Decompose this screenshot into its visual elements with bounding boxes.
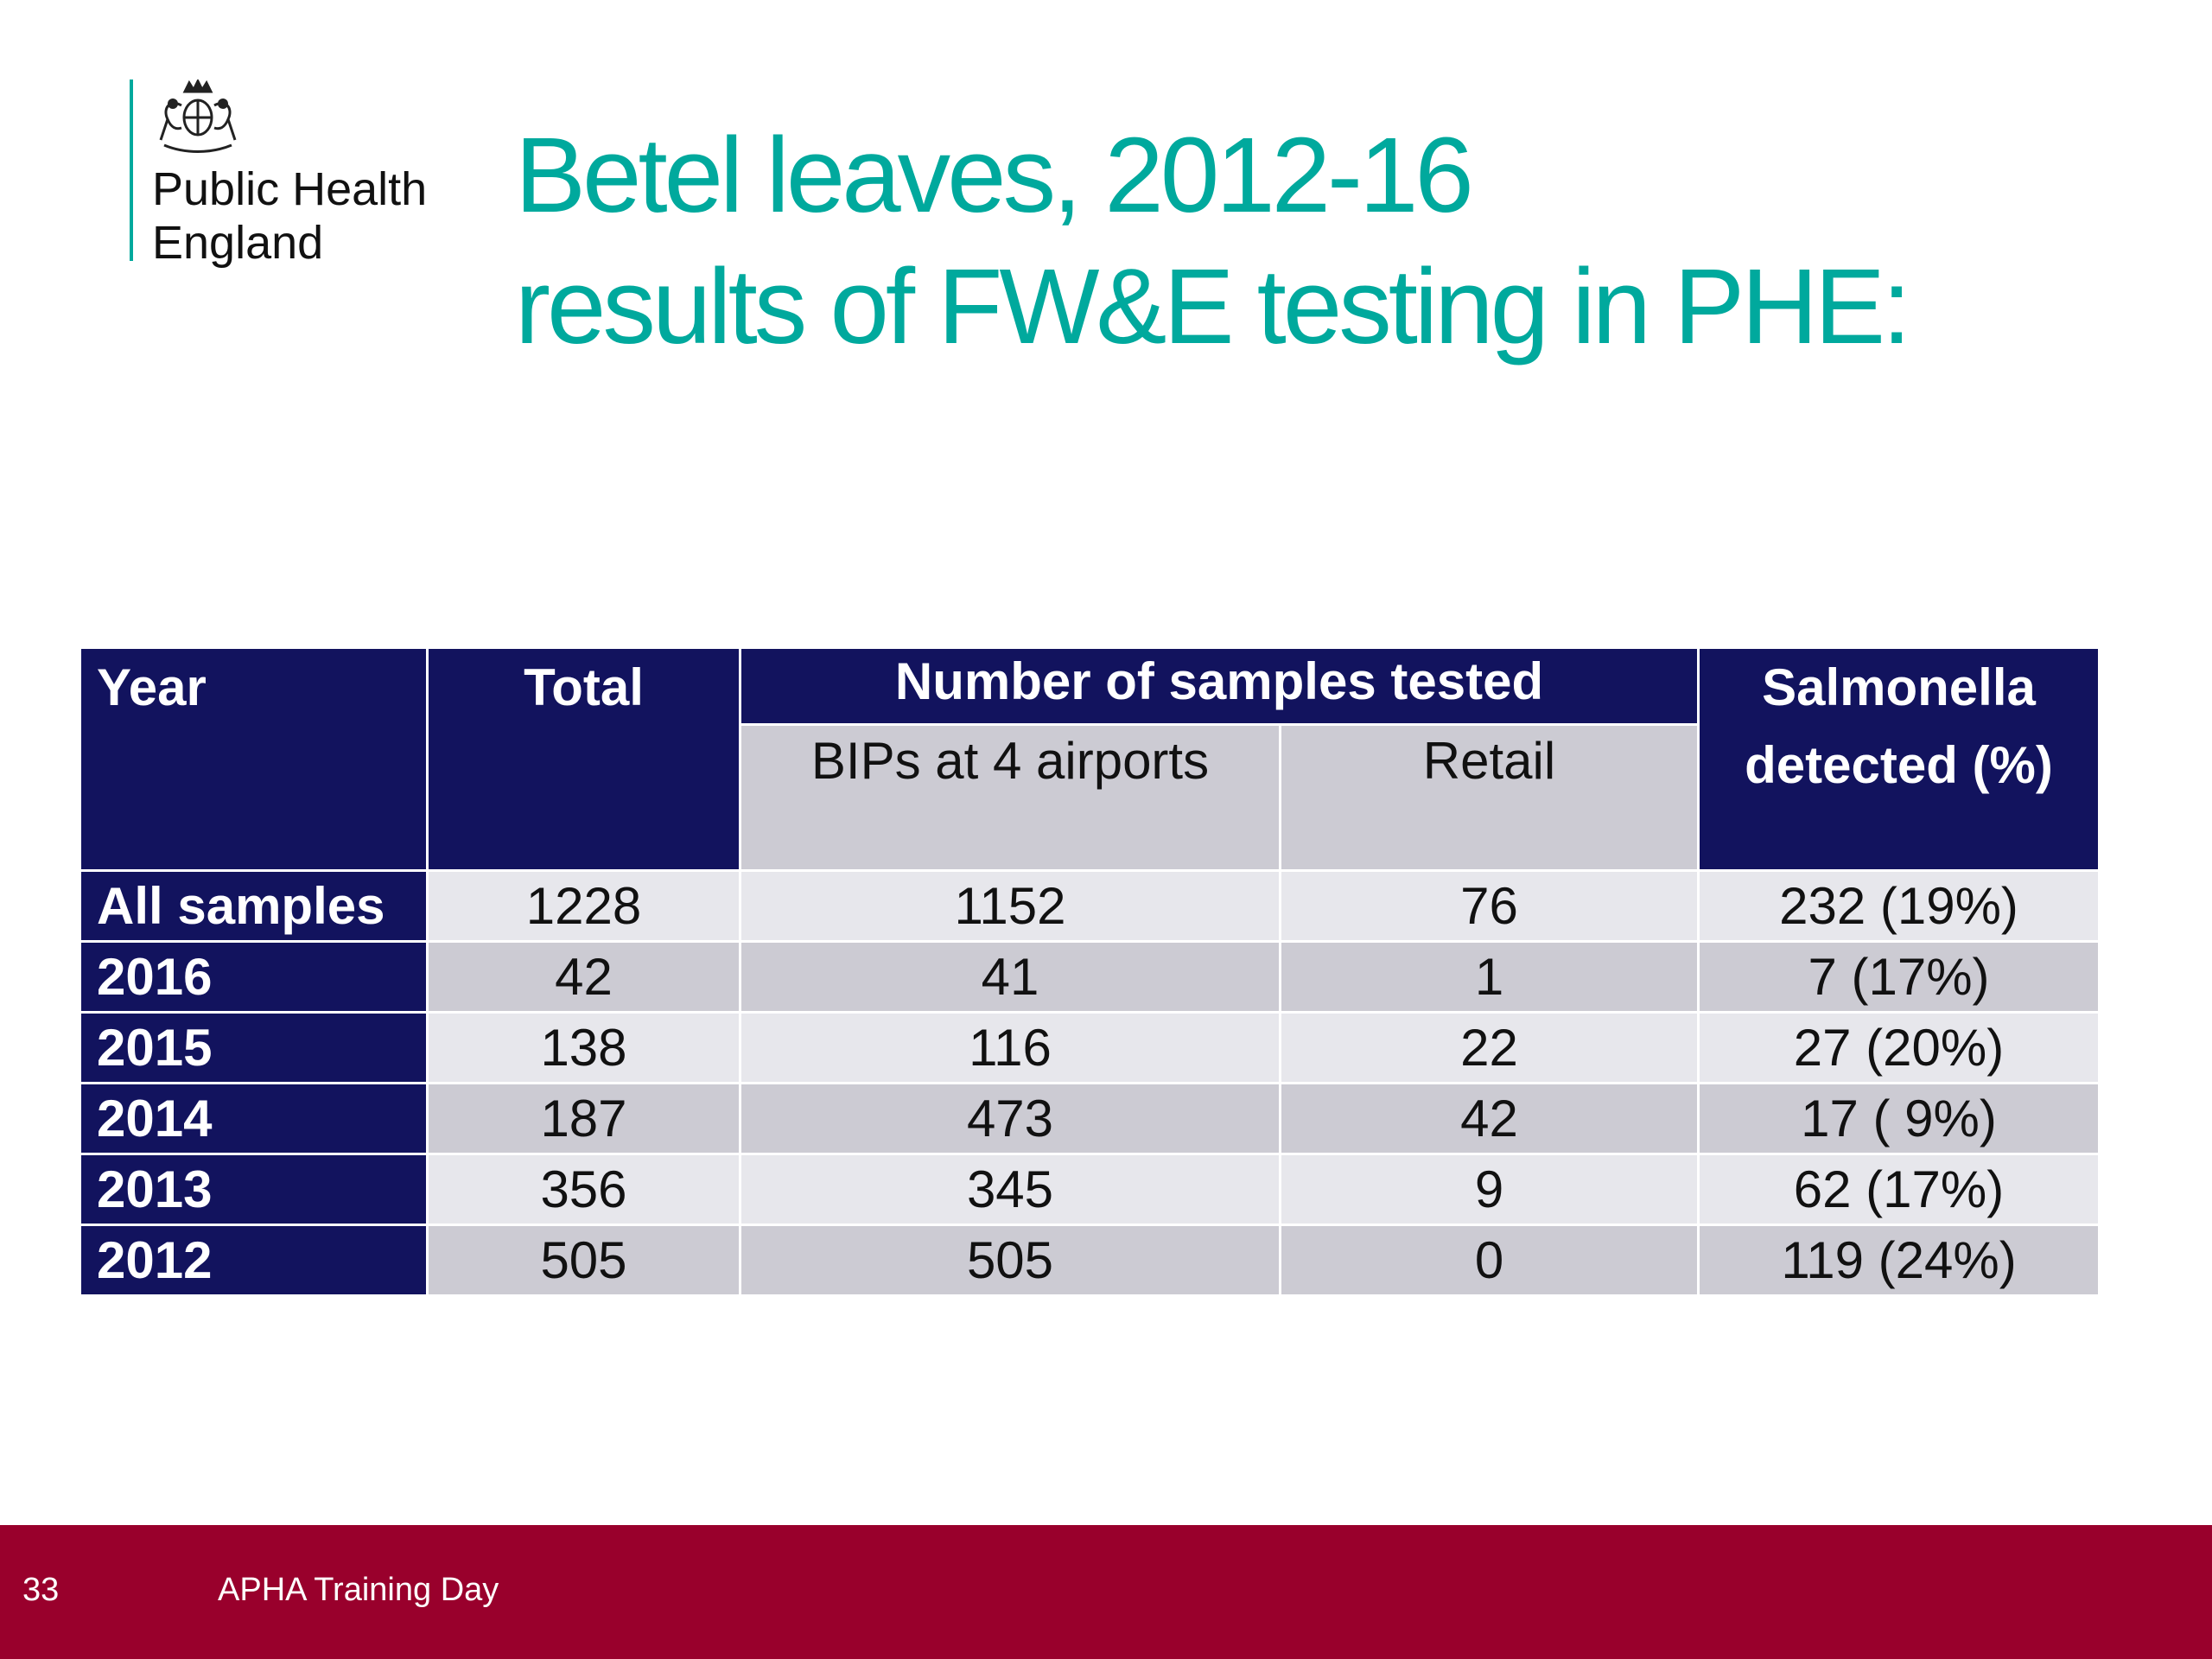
header-salmonella: Salmonella detected (%) bbox=[1697, 646, 2101, 872]
header-salmonella-line-2: detected (%) bbox=[1745, 736, 2053, 794]
results-table: Year Total Number of samples tested Salm… bbox=[79, 646, 2101, 1297]
cell-retail: 0 bbox=[1279, 1224, 1700, 1297]
cell-total: 187 bbox=[426, 1082, 741, 1155]
cell-bips: 116 bbox=[739, 1011, 1281, 1084]
footer-bar: 33 APHA Training Day bbox=[0, 1525, 2212, 1659]
header-bips: BIPs at 4 airports bbox=[739, 723, 1281, 872]
row-label: 2013 bbox=[79, 1153, 429, 1226]
cell-retail: 9 bbox=[1279, 1153, 1700, 1226]
cell-bips: 473 bbox=[739, 1082, 1281, 1155]
table-row: 2014 187 473 42 17 ( 9%) bbox=[79, 1082, 2101, 1155]
title-line-1: Betel leaves, 2012-16 bbox=[515, 117, 1474, 235]
row-label: 2014 bbox=[79, 1082, 429, 1155]
table-row: All samples 1228 1152 76 232 (19%) bbox=[79, 869, 2101, 943]
cell-salmonella: 27 (20%) bbox=[1697, 1011, 2101, 1084]
cell-retail: 22 bbox=[1279, 1011, 1700, 1084]
table-row: 2012 505 505 0 119 (24%) bbox=[79, 1224, 2101, 1297]
header-retail: Retail bbox=[1279, 723, 1700, 872]
header-samples-tested: Number of samples tested bbox=[739, 646, 1700, 726]
cell-bips: 505 bbox=[739, 1224, 1281, 1297]
cell-total: 138 bbox=[426, 1011, 741, 1084]
cell-salmonella: 232 (19%) bbox=[1697, 869, 2101, 943]
row-label: 2015 bbox=[79, 1011, 429, 1084]
cell-total: 505 bbox=[426, 1224, 741, 1297]
row-label: 2016 bbox=[79, 940, 429, 1014]
row-label: All samples bbox=[79, 869, 429, 943]
row-label: 2012 bbox=[79, 1224, 429, 1297]
logo-line-2: England bbox=[152, 217, 324, 269]
logo-line-1: Public Health bbox=[152, 163, 428, 215]
cell-bips: 1152 bbox=[739, 869, 1281, 943]
cell-retail: 76 bbox=[1279, 869, 1700, 943]
cell-salmonella: 62 (17%) bbox=[1697, 1153, 2101, 1226]
title-line-2: results of FW&E testing in PHE: bbox=[515, 248, 1911, 366]
cell-total: 42 bbox=[426, 940, 741, 1014]
table-row: 2016 42 41 1 7 (17%) bbox=[79, 940, 2101, 1014]
cell-retail: 1 bbox=[1279, 940, 1700, 1014]
header-year: Year bbox=[79, 646, 429, 872]
slide-number: 33 bbox=[22, 1572, 60, 1608]
header-total: Total bbox=[426, 646, 741, 872]
header-salmonella-line-1: Salmonella bbox=[1762, 658, 2036, 716]
cell-bips: 41 bbox=[739, 940, 1281, 1014]
table-row: 2015 138 116 22 27 (20%) bbox=[79, 1011, 2101, 1084]
slide-title: Betel leaves, 2012-16 results of FW&E te… bbox=[515, 111, 1911, 373]
cell-salmonella: 17 ( 9%) bbox=[1697, 1082, 2101, 1155]
cell-salmonella: 7 (17%) bbox=[1697, 940, 2101, 1014]
cell-retail: 42 bbox=[1279, 1082, 1700, 1155]
table-row: 2013 356 345 9 62 (17%) bbox=[79, 1153, 2101, 1226]
cell-total: 1228 bbox=[426, 869, 741, 943]
cell-salmonella: 119 (24%) bbox=[1697, 1224, 2101, 1297]
cell-bips: 345 bbox=[739, 1153, 1281, 1226]
royal-crest-icon bbox=[159, 79, 237, 153]
logo-rule bbox=[130, 79, 133, 261]
cell-total: 356 bbox=[426, 1153, 741, 1226]
footer-label: APHA Training Day bbox=[218, 1572, 499, 1608]
